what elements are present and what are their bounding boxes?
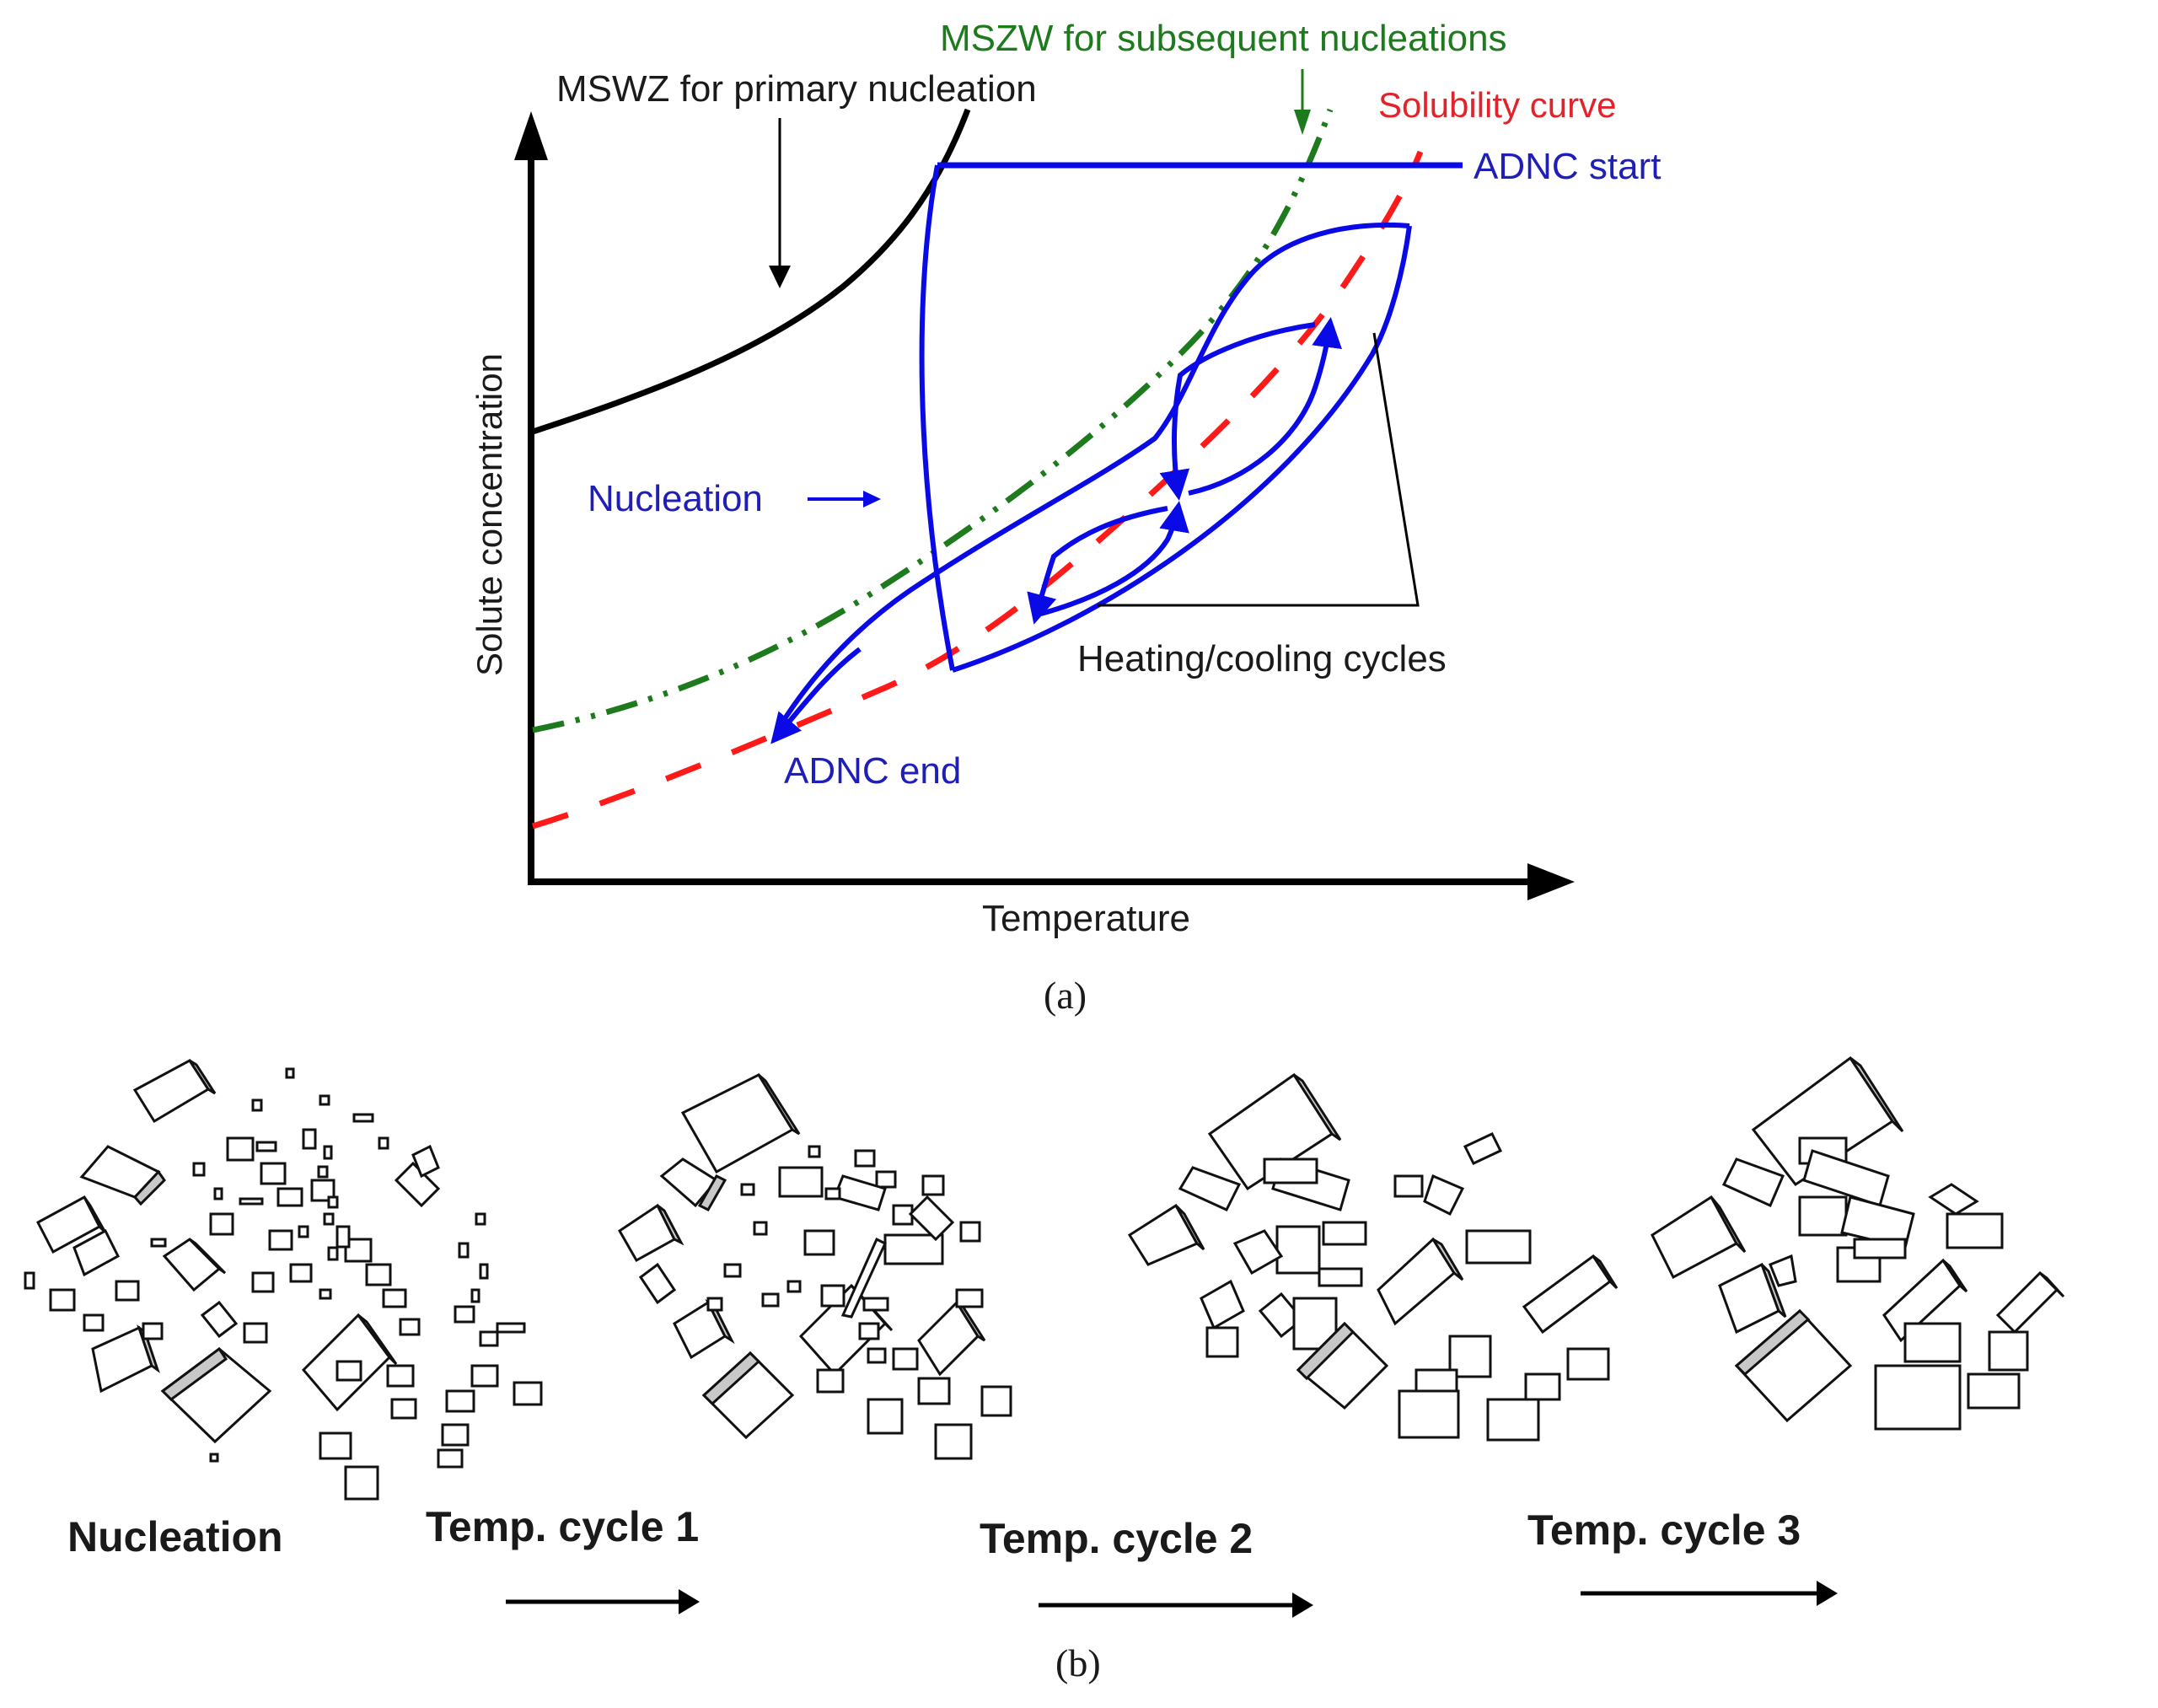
stage-label-cycle-3: Temp. cycle 3	[1527, 1507, 1801, 1554]
adnc-path	[770, 162, 1463, 744]
solubility-label: Solubility curve	[1378, 85, 1617, 125]
crystal-group-cycle-3	[1651, 1055, 2065, 1431]
crystal-panels	[24, 1055, 2065, 1501]
nucleation-label: Nucleation	[588, 478, 763, 519]
stage-arrow-3-icon	[1817, 1581, 1838, 1606]
heating-lower-edge	[952, 225, 1412, 673]
stage-label-cycle-1: Temp. cycle 1	[426, 1503, 700, 1550]
crystal-group-cycle-2	[1127, 1072, 1618, 1442]
mszw-pointer-arrowhead-icon	[1294, 110, 1311, 135]
adnc-start-label: ADNC start	[1474, 146, 1661, 187]
stage-label-nucleation: Nucleation	[67, 1513, 283, 1560]
mswz-pointer-arrowhead-icon	[769, 266, 791, 288]
cycle-upper-cooling-arrow	[1159, 322, 1316, 501]
nucleation-drop-path	[919, 164, 955, 671]
panel-a-caption: (a)	[1044, 974, 1087, 1017]
stage-label-cycle-2: Temp. cycle 2	[980, 1515, 1253, 1562]
mswz-primary-label: MSWZ for primary nucleation	[556, 68, 1037, 110]
crystal-group-nucleation	[24, 1059, 543, 1501]
mswz-primary-curve	[531, 108, 971, 435]
x-axis-label: Temperature	[982, 898, 1191, 939]
mszw-subsequent-curve	[532, 108, 1334, 733]
cycle-lower-heating-arrow	[1040, 501, 1189, 616]
y-axis-label: Solute concentration	[470, 353, 509, 676]
axes	[514, 111, 1575, 900]
cycle-upper-heating-arrow	[1188, 317, 1342, 496]
nucleation-pointer-arrowhead-icon	[863, 491, 881, 508]
stage-arrow-2-icon	[1292, 1593, 1313, 1618]
y-axis-arrowhead-icon	[514, 111, 548, 160]
cycle-lower-cooling-arrow	[1027, 506, 1168, 625]
adnc-end-label: ADNC end	[784, 750, 962, 792]
mszw-subsequent-label: MSZW for subsequent nucleations	[940, 18, 1507, 59]
cycles-bracket-line	[1098, 332, 1420, 607]
x-axis-arrowhead-icon	[1527, 863, 1575, 900]
solubility-curve	[531, 150, 1424, 830]
crystal-group-cycle-1	[618, 1073, 1012, 1460]
cooling-upper-edge	[773, 222, 1410, 735]
panel-b-caption: (b)	[1055, 1641, 1101, 1684]
stage-arrows	[506, 1581, 1838, 1618]
stage-arrow-1-icon	[679, 1589, 700, 1614]
adnc-end-arrow	[770, 647, 862, 744]
heating-cooling-label: Heating/cooling cycles	[1077, 638, 1447, 679]
